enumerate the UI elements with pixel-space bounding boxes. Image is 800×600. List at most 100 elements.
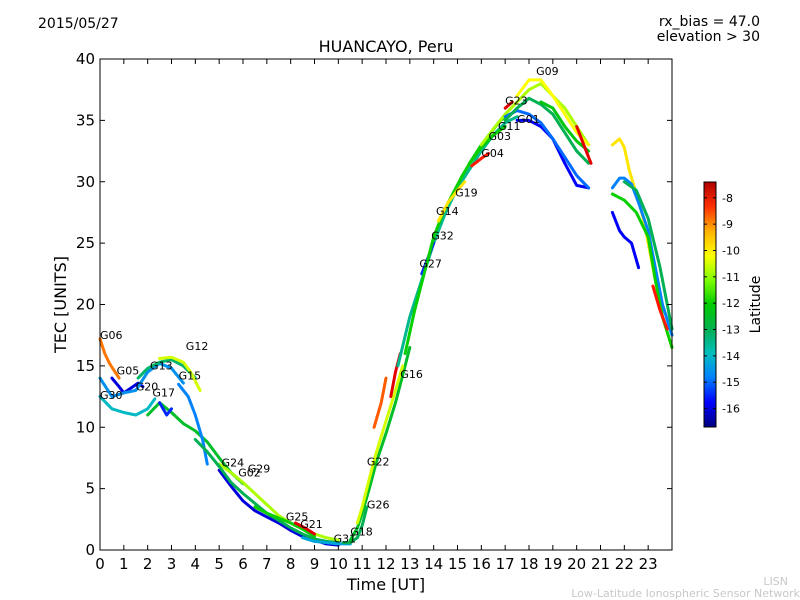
series-g18 <box>341 505 369 545</box>
series-g04 <box>470 152 490 168</box>
series-label-g04: G04 <box>481 147 504 160</box>
colorbar-tick-label: -9 <box>722 218 733 231</box>
x-tick-label: 23 <box>639 555 658 573</box>
y-tick-label: 30 <box>76 173 95 191</box>
x-tick-label: 19 <box>543 555 562 573</box>
x-tick-label: 9 <box>310 555 320 573</box>
series-g12 <box>158 355 202 392</box>
y-tick-label: 20 <box>76 296 95 314</box>
series-g29 <box>217 462 340 542</box>
x-tick-label: 22 <box>615 555 634 573</box>
y-tick-label: 0 <box>85 541 95 559</box>
series-g20 <box>98 361 185 399</box>
x-tick-label: 0 <box>95 555 105 573</box>
series-label-g31: G31 <box>334 533 357 546</box>
y-tick-label: 40 <box>76 50 95 68</box>
colorbar-tick-label: -13 <box>722 324 740 337</box>
series-label-g26: G26 <box>367 498 390 511</box>
series-g16 <box>372 376 388 429</box>
x-tick-label: 3 <box>167 555 177 573</box>
colorbar-tick-label: -14 <box>722 350 740 363</box>
series-label-g06: G06 <box>100 329 123 342</box>
series-label-g05: G05 <box>117 364 140 377</box>
x-tick-label: 13 <box>400 555 419 573</box>
colorbar-ticks: -8 -9 -10 -11 -12 -13 -14 -15 -16 <box>704 192 740 416</box>
x-tick-label: 15 <box>448 555 467 573</box>
x-tick-label: 10 <box>329 555 348 573</box>
series-g23b <box>503 96 591 165</box>
series-g26 <box>348 346 412 542</box>
series-g09b <box>539 100 591 153</box>
series-label-g16: G16 <box>400 368 423 381</box>
series-g38 <box>651 284 669 331</box>
x-tick-label: 6 <box>238 555 248 573</box>
series-g36 <box>610 210 641 270</box>
series-label-g11: G11 <box>498 120 521 133</box>
series-g22 <box>355 364 405 525</box>
series-label-g25: G25 <box>286 511 309 524</box>
colorbar-gradient <box>703 181 717 428</box>
x-tick-label: 4 <box>191 555 201 573</box>
series-g13 <box>136 358 197 380</box>
footer-network: Low-Latitude Ionospheric Sensor Network <box>571 587 800 600</box>
series-label-g19: G19 <box>455 186 478 199</box>
date-label: 2015/05/27 <box>38 16 119 32</box>
series-g23 <box>503 100 514 110</box>
colorbar-tick-label: -8 <box>722 192 733 205</box>
y-tick-label: 25 <box>76 234 95 252</box>
series-label-g02: G02 <box>238 466 261 479</box>
series-g31 <box>301 536 352 546</box>
colorbar-tick-label: -15 <box>722 376 740 389</box>
x-tick-label: 12 <box>376 555 395 573</box>
colorbar-label: Latitude <box>748 276 764 334</box>
x-tick-label: 11 <box>353 555 372 573</box>
elevation-label: elevation > 30 <box>656 29 760 45</box>
colorbar-tick-label: -12 <box>722 297 740 310</box>
series-label-g27: G27 <box>419 258 442 271</box>
series-label-g29: G29 <box>248 463 271 476</box>
x-tick-label: 16 <box>472 555 491 573</box>
footer-org: LISN <box>763 575 788 588</box>
series-g17 <box>98 395 157 417</box>
x-tick-label: 20 <box>567 555 586 573</box>
x-tick-label: 21 <box>591 555 610 573</box>
x-tick-label: 8 <box>286 555 296 573</box>
series-label-g14: G14 <box>436 205 459 218</box>
series-label-g30: G30 <box>100 389 123 402</box>
series-label-g21: G21 <box>300 518 323 531</box>
x-axis-label: Time [UT] <box>346 575 425 594</box>
x-tick-label: 7 <box>262 555 272 573</box>
series-g06 <box>98 337 121 380</box>
colorbar: -8 -9 -10 -11 -12 -13 -14 -15 -16 Latitude <box>703 181 764 428</box>
x-tick-label: 1 <box>119 555 129 573</box>
colorbar-tick-label: -16 <box>722 403 740 416</box>
x-tick-label: 17 <box>496 555 515 573</box>
series-g03 <box>467 125 507 165</box>
x-tick-label: 5 <box>214 555 224 573</box>
series-label-g17: G17 <box>152 387 175 400</box>
series-g11 <box>479 82 591 147</box>
series-label-g24: G24 <box>222 457 245 470</box>
series-g26b <box>158 401 173 417</box>
series-g09c <box>575 125 593 165</box>
series-g15 <box>146 401 245 486</box>
y-axis-label: TEC [UNITS] <box>51 256 70 354</box>
series-layer <box>98 78 674 547</box>
series-label-g23: G23 <box>505 94 528 107</box>
series-g21 <box>293 521 316 536</box>
series-g34 <box>610 176 674 337</box>
series-g01b <box>503 109 591 190</box>
chart-title: HUANCAYO, Peru <box>318 37 454 56</box>
series-label-g20: G20 <box>136 380 159 393</box>
series-g24 <box>217 468 340 547</box>
series-g25 <box>253 505 316 538</box>
x-axis: 0 1 2 3 4 5 6 7 8 9 10 11 12 13 14 15 16 17 18 19 20 21 22 23 <box>95 59 658 573</box>
y-tick-label: 10 <box>76 418 95 436</box>
colorbar-tick-label: -11 <box>722 271 740 284</box>
series-g09 <box>515 78 591 147</box>
series-g19 <box>436 180 467 223</box>
series-label-g15: G15 <box>179 369 202 382</box>
series-label-g09: G09 <box>536 65 559 78</box>
